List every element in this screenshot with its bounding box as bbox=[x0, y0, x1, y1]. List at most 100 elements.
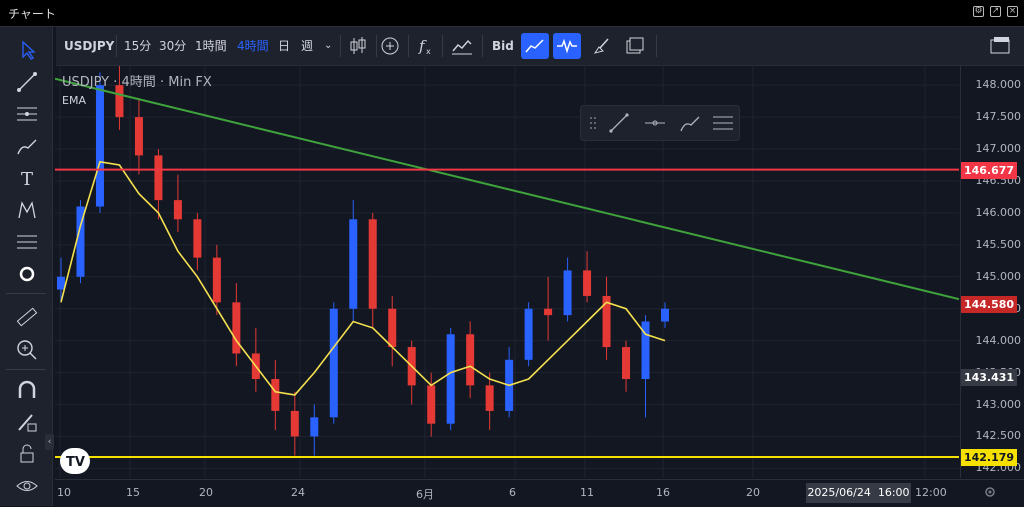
interval-week[interactable]: 週 bbox=[301, 39, 314, 53]
drawing-toolbar: T bbox=[0, 27, 53, 506]
candle bbox=[212, 244, 221, 316]
trend-line[interactable] bbox=[55, 77, 959, 301]
candle bbox=[271, 359, 280, 431]
legend-interval: 4時間 bbox=[121, 75, 156, 90]
candle bbox=[583, 251, 592, 303]
time-tick: 24 bbox=[291, 486, 305, 499]
add-indicator-icon[interactable] bbox=[376, 33, 404, 59]
divider bbox=[340, 35, 341, 57]
brush-tool-icon[interactable] bbox=[14, 134, 40, 158]
candle bbox=[349, 200, 358, 322]
divider bbox=[116, 35, 117, 57]
candles-icon[interactable] bbox=[344, 33, 372, 59]
candle-body bbox=[349, 219, 358, 309]
tradingview-logo: TV bbox=[60, 448, 90, 474]
candle-body bbox=[466, 334, 475, 386]
crosshair-price-badge: 143.431 bbox=[961, 369, 1017, 386]
zoom-in-icon[interactable] bbox=[14, 337, 40, 361]
pencil-lock-icon[interactable] bbox=[14, 410, 40, 434]
candle-body bbox=[115, 85, 124, 118]
symbol-button[interactable]: USDJPY bbox=[64, 39, 115, 53]
candle-body bbox=[622, 347, 631, 379]
pattern-tool-icon[interactable] bbox=[14, 198, 40, 222]
candles bbox=[57, 66, 669, 456]
price-tick: 144.000 bbox=[975, 333, 1022, 347]
time-axis[interactable]: 10 15 20 24 6月 6 11 16 20 2025/06/24 16:… bbox=[55, 479, 1024, 507]
indicator-legend[interactable]: EMA bbox=[62, 94, 86, 107]
price-tick: 142.500 bbox=[975, 429, 1022, 443]
window-titlebar: チャート ⚙ ↗ × bbox=[0, 0, 1024, 27]
grid bbox=[55, 66, 959, 478]
candle bbox=[427, 372, 436, 437]
brush-icon[interactable] bbox=[587, 33, 615, 59]
trendline-icon[interactable] bbox=[14, 70, 40, 94]
candle bbox=[622, 340, 631, 392]
trend-active-icon[interactable] bbox=[521, 33, 549, 59]
measure-lines-icon[interactable] bbox=[14, 230, 40, 254]
candle-body bbox=[212, 257, 221, 303]
candle bbox=[310, 404, 319, 456]
time-tick: 20 bbox=[746, 486, 760, 499]
candle bbox=[485, 372, 494, 431]
magnet-icon[interactable] bbox=[14, 378, 40, 402]
text-tool-icon[interactable]: T bbox=[14, 166, 40, 190]
candle bbox=[505, 347, 514, 418]
candle-body bbox=[95, 85, 104, 207]
time-tick: 11 bbox=[580, 486, 594, 499]
compare-icon[interactable] bbox=[448, 33, 476, 59]
candle bbox=[563, 257, 572, 322]
candle bbox=[466, 321, 475, 399]
candle-body bbox=[641, 321, 650, 379]
price-tick: 147.000 bbox=[975, 142, 1022, 156]
candle bbox=[57, 257, 65, 303]
chevron-down-icon[interactable]: ⌄ bbox=[324, 40, 333, 51]
split-view-icon[interactable] bbox=[986, 33, 1014, 59]
candle-body bbox=[544, 308, 553, 316]
collapse-toolbar-button[interactable]: ‹ bbox=[45, 434, 54, 450]
signal-active-icon[interactable] bbox=[553, 33, 581, 59]
price-tick: 147.500 bbox=[975, 110, 1022, 124]
interval-30m[interactable]: 30分 bbox=[159, 39, 187, 53]
interval-1h[interactable]: 1時間 bbox=[195, 39, 227, 53]
support-price-badge: 142.179 bbox=[961, 448, 1017, 466]
horizontal-lines-icon[interactable] bbox=[14, 102, 40, 126]
resistance-price-badge: 146.677 bbox=[961, 161, 1017, 179]
circle-tool-icon[interactable] bbox=[14, 262, 40, 286]
candle bbox=[524, 302, 533, 367]
candle-body bbox=[427, 385, 436, 424]
candle-body bbox=[290, 410, 299, 437]
bid-button[interactable]: Bid bbox=[492, 39, 514, 53]
legend-dot: · bbox=[113, 75, 118, 90]
candle bbox=[95, 72, 104, 213]
layout-icon[interactable] bbox=[621, 33, 649, 59]
candle-body bbox=[173, 200, 182, 220]
ruler-icon[interactable] bbox=[14, 305, 40, 329]
window-controls: ⚙ ↗ × bbox=[973, 6, 1018, 17]
settings-icon[interactable] bbox=[983, 485, 997, 499]
floating-tools[interactable] bbox=[585, 111, 735, 135]
price-tick: 146.000 bbox=[975, 205, 1022, 219]
candle bbox=[368, 212, 377, 328]
current-price-badge: 144.580 bbox=[961, 295, 1017, 313]
svg-text:x: x bbox=[426, 47, 431, 56]
eye-icon[interactable] bbox=[14, 474, 40, 498]
price-chart[interactable] bbox=[55, 66, 959, 478]
crosshair-time-badge: 2025/06/24 16:00 bbox=[806, 483, 911, 503]
price-axis[interactable]: 148.000 147.500 147.000 146.500 146.000 145.5… bbox=[960, 66, 1024, 478]
time-tick: 16 bbox=[656, 486, 670, 499]
candle-body bbox=[583, 270, 592, 296]
interval-15m[interactable]: 15分 bbox=[124, 39, 152, 53]
interval-day[interactable]: 日 bbox=[278, 39, 291, 53]
divider bbox=[656, 35, 657, 57]
cursor-icon[interactable] bbox=[14, 38, 40, 62]
candle bbox=[446, 327, 455, 431]
lock-icon[interactable] bbox=[14, 442, 40, 466]
close-icon[interactable]: × bbox=[1007, 6, 1018, 17]
interval-4h[interactable]: 4時間 bbox=[237, 39, 269, 53]
brush-tool-icon bbox=[680, 116, 700, 132]
chart-legend: USDJPY · 4時間 · Min FX bbox=[62, 71, 212, 90]
settings-icon[interactable]: ⚙ bbox=[973, 6, 984, 17]
lines-menu-icon bbox=[713, 116, 733, 130]
popout-icon[interactable]: ↗ bbox=[990, 6, 1001, 17]
